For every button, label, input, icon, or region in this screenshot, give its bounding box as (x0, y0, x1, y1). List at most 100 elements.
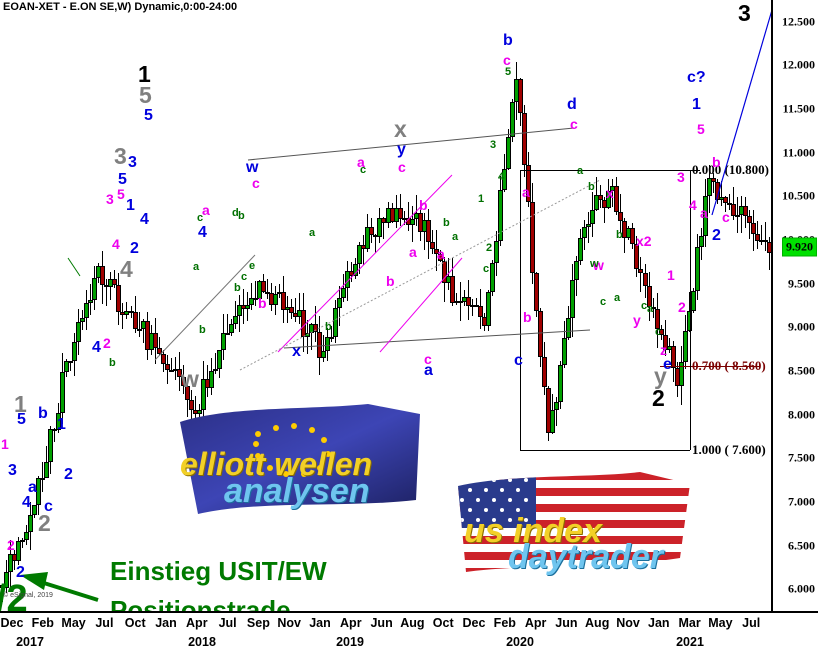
copyright-text: © eSignal, 2019 (3, 592, 53, 599)
candle-body (646, 285, 652, 307)
wave-label-c: c (360, 164, 367, 176)
candle-body (614, 186, 620, 212)
wave-label-5: 5 (118, 171, 127, 188)
logo-usit-line2: daytrader (508, 538, 663, 576)
candle (176, 0, 182, 611)
candle-wick (142, 319, 144, 344)
wave-label-c: c (241, 271, 248, 283)
wave-label-2: 2 (486, 242, 493, 254)
candle-body (554, 402, 560, 411)
candle-body (654, 308, 660, 329)
wave-label-c: c (398, 159, 406, 175)
wave-label-b: b (386, 273, 395, 289)
candle (650, 0, 656, 611)
wave-label-4: 4 (120, 256, 133, 282)
logo-usit-line1: us index (464, 512, 602, 550)
wave-label-1: 1 (138, 61, 151, 87)
wave-label-2: 2 (712, 227, 721, 244)
candle-wick (250, 282, 252, 311)
candle-wick (90, 284, 92, 315)
candle (638, 0, 644, 611)
candle (112, 0, 118, 611)
candle (80, 0, 86, 611)
candle-wick (114, 270, 116, 289)
wave-label-a: a (577, 165, 584, 177)
wave-label-2: 2 (652, 385, 665, 411)
wave-label-w: w (246, 159, 259, 176)
price-tick: 8.500 (788, 363, 815, 378)
candle-body (734, 214, 740, 217)
wave-label-w: w (590, 258, 599, 270)
candle (164, 0, 170, 611)
logo-ewa-line2: analysen (224, 472, 370, 510)
candle (68, 0, 74, 611)
candle (686, 0, 692, 611)
candle-wick (760, 224, 762, 245)
wave-label-3: 3 (106, 191, 114, 207)
wave-label-4: 4 (689, 197, 697, 213)
candle-body (694, 246, 700, 291)
fib-box-edge (520, 170, 521, 450)
wave-label-b: b (503, 32, 513, 49)
fib-level-line (520, 170, 700, 172)
date-tick: Jul (218, 616, 237, 630)
wave-label-w: w (181, 366, 199, 392)
candle (746, 0, 752, 611)
candle (44, 0, 50, 611)
price-tick: 8.000 (788, 407, 815, 422)
candle-body (84, 303, 90, 319)
candle-body (642, 272, 648, 286)
candle (606, 0, 612, 611)
date-tick: Dec (462, 616, 486, 630)
candle (630, 0, 636, 611)
wave-label-b: b (38, 405, 48, 422)
candle-body (634, 243, 640, 269)
date-tick: Oct (124, 616, 146, 630)
candle-body (176, 368, 182, 377)
wave-label-1: 1 (1, 436, 9, 452)
wave-label-2: 2 (678, 299, 686, 315)
wave-label-c: c (424, 351, 432, 367)
candle-wick (170, 358, 172, 372)
wave-label-b: b (443, 217, 450, 229)
candle (642, 0, 648, 611)
wave-label-5: 5 (144, 107, 153, 124)
wave-label-x2: x2 (636, 233, 652, 249)
date-tick: Feb (31, 616, 54, 630)
wave-label-b: b (325, 321, 332, 333)
price-tick: 12.500 (782, 14, 815, 29)
candle-body (48, 428, 54, 463)
candle (662, 0, 668, 611)
wave-label-y: y (633, 312, 641, 328)
price-axis[interactable]: 12.50012.00011.50011.00010.50010.0009.50… (771, 0, 818, 611)
candle-wick (604, 196, 606, 223)
candle-body (116, 285, 122, 312)
candle-wick (214, 352, 216, 375)
wave-label-2: 2 (7, 537, 15, 553)
candle (132, 0, 138, 611)
wave-label-c: c (641, 300, 648, 312)
candle (694, 0, 700, 611)
wave-label-b: b (238, 210, 245, 222)
candle-body (750, 223, 756, 234)
wave-label-c: c (600, 296, 607, 308)
candle (136, 0, 142, 611)
date-tick: Jan (155, 616, 177, 630)
wave-label-a: a (357, 154, 365, 170)
candle-wick (748, 209, 750, 239)
date-tick: Jun (370, 616, 393, 630)
candle-body (88, 300, 94, 304)
candle-body (188, 400, 194, 411)
date-axis[interactable]: Dec Feb May Jul Oct Jan Apr Jul Sep Nov Jan Apr Jun A… (0, 611, 818, 665)
candle (48, 0, 54, 611)
candle (84, 0, 90, 611)
wave-label-1: 1 (667, 267, 675, 283)
candle (184, 0, 190, 611)
fib-level-label: 1.000 ( 7.600) (692, 441, 766, 457)
candle-wick (126, 302, 128, 319)
date-tick: Jan (648, 616, 670, 630)
wave-label-a: a (452, 231, 459, 243)
price-tick: 11.500 (782, 101, 815, 116)
candle-wick (764, 222, 766, 252)
candle-body (24, 531, 30, 540)
